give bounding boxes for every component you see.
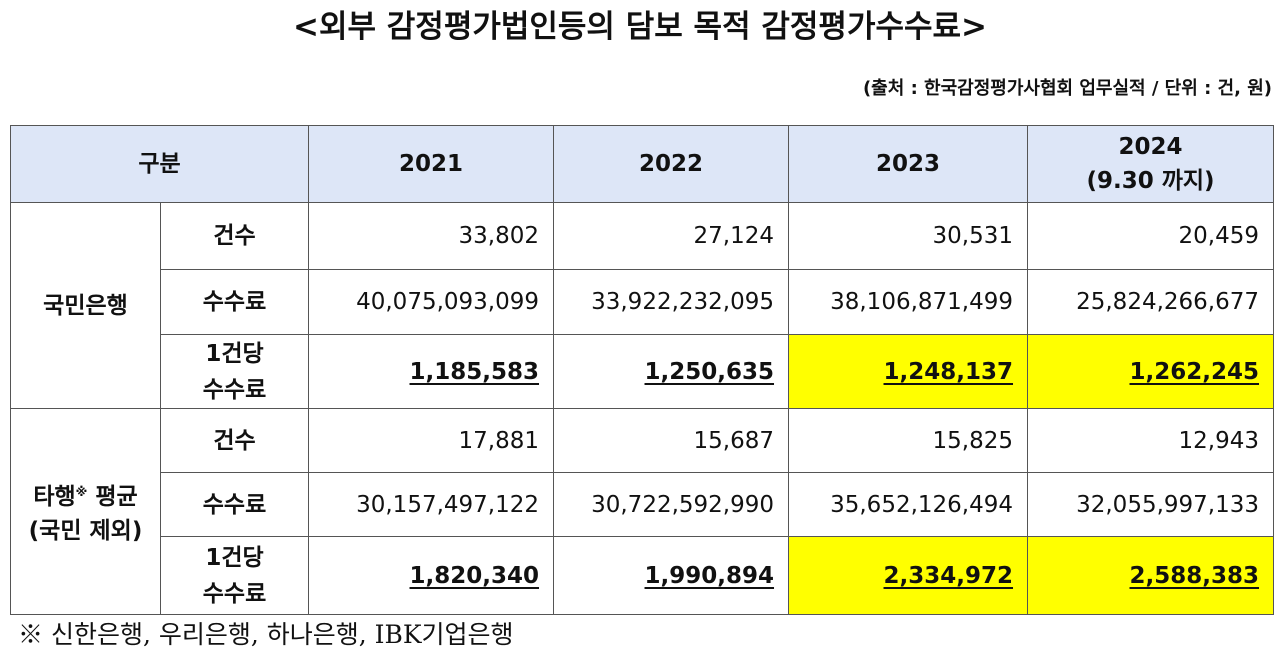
header-row: 구분 2021 2022 2023 2024 (9.30 까지)	[9, 125, 1275, 203]
group-label-kookmin: 국민은행	[10, 202, 161, 409]
value-cell: 15,687	[553, 408, 790, 473]
per-case-value: 2,588,383	[1129, 562, 1260, 589]
value-cell-highlighted: 2,334,972	[788, 536, 1029, 615]
value-cell-highlighted: 2,588,383	[1027, 536, 1275, 615]
metric-label-line1: 1건당	[205, 340, 264, 367]
value-cell: 1,820,340	[308, 536, 555, 615]
group-label-line2: (국민 제외)	[28, 518, 143, 544]
value-cell: 40,075,093,099	[308, 269, 555, 335]
value-cell: 12,943	[1027, 408, 1275, 473]
value-cell: 25,824,266,677	[1027, 269, 1275, 335]
value-cell: 17,881	[308, 408, 555, 473]
metric-label: 건수	[159, 408, 310, 473]
header-year-2023: 2023	[788, 125, 1029, 203]
per-case-value: 1,990,894	[644, 562, 775, 589]
footnote: ※ 신한은행, 우리은행, 하나은행, IBK기업은행	[18, 620, 514, 649]
value-cell: 15,825	[788, 408, 1029, 473]
year-label: 2024	[1118, 134, 1183, 160]
page-title: <외부 감정평가법인등의 담보 목적 감정평가수수료>	[292, 9, 988, 45]
value-cell: 1,990,894	[553, 536, 790, 615]
per-case-value: 1,262,245	[1129, 358, 1260, 385]
year-label: 2023	[876, 151, 941, 177]
reference-mark: ※	[75, 485, 88, 499]
year-sublabel: (9.30 까지)	[1086, 168, 1215, 194]
per-case-value: 1,250,635	[644, 358, 775, 385]
table-row: 수수료 30,157,497,122 30,722,592,990 35,652…	[11, 472, 1275, 537]
value-cell: 30,531	[788, 202, 1029, 270]
header-year-2024: 2024 (9.30 까지)	[1027, 125, 1275, 203]
metric-label: 수수료	[159, 269, 310, 335]
table-row: 1건당 수수료 1,185,583 1,250,635 1,248,137 1,…	[11, 334, 1275, 409]
table-row: 수수료 40,075,093,099 33,922,232,095 38,106…	[11, 269, 1275, 335]
value-cell: 38,106,871,499	[788, 269, 1029, 335]
per-case-value: 1,820,340	[409, 562, 540, 589]
appraisal-fee-table: 구분 2021 2022 2023 2024 (9.30 까지)	[9, 125, 1275, 615]
group-label-suffix: 평균	[87, 484, 138, 510]
year-label: 2021	[399, 151, 464, 177]
value-cell: 27,124	[553, 202, 790, 270]
metric-label: 수수료	[159, 472, 310, 537]
value-cell: 30,157,497,122	[308, 472, 555, 537]
metric-label: 1건당 수수료	[159, 334, 310, 409]
value-cell-highlighted: 1,248,137	[788, 334, 1029, 409]
value-cell: 30,722,592,990	[553, 472, 790, 537]
source-note: (출처 : 한국감정평가사협회 업무실적 / 단위 : 건, 원)	[862, 78, 1272, 99]
value-cell: 1,250,635	[553, 334, 790, 409]
group-label-other-banks: 타행※ 평균 (국민 제외)	[10, 408, 161, 615]
value-cell: 32,055,997,133	[1027, 472, 1275, 537]
per-case-value: 2,334,972	[883, 562, 1014, 589]
header-year-2022: 2022	[553, 125, 790, 203]
value-cell: 35,652,126,494	[788, 472, 1029, 537]
per-case-value: 1,248,137	[883, 358, 1014, 385]
year-label: 2022	[639, 151, 704, 177]
header-category: 구분	[9, 125, 310, 203]
value-cell: 1,185,583	[308, 334, 555, 409]
group-label-line1: 타행※ 평균	[11, 475, 160, 514]
metric-label-line1: 1건당	[205, 544, 264, 571]
header-year-2021: 2021	[308, 125, 555, 203]
value-cell: 33,922,232,095	[553, 269, 790, 335]
metric-label-line2: 수수료	[202, 376, 267, 403]
value-cell-highlighted: 1,262,245	[1027, 334, 1275, 409]
metric-label: 1건당 수수료	[159, 536, 310, 615]
group-label-text: 국민은행	[43, 292, 128, 319]
metric-label: 건수	[159, 202, 310, 270]
group-label-text: 타행	[33, 484, 76, 510]
metric-label-line2: 수수료	[202, 580, 267, 607]
value-cell: 33,802	[308, 202, 555, 270]
table-row: 1건당 수수료 1,820,340 1,990,894 2,334,972 2,…	[11, 536, 1275, 615]
table-row: 국민은행 건수 33,802 27,124 30,531 20,459	[10, 202, 1275, 409]
per-case-value: 1,185,583	[409, 358, 540, 385]
table-row: 타행※ 평균 (국민 제외) 건수 17,881 15,687 15,825 1…	[10, 408, 1275, 615]
value-cell: 20,459	[1027, 202, 1275, 270]
